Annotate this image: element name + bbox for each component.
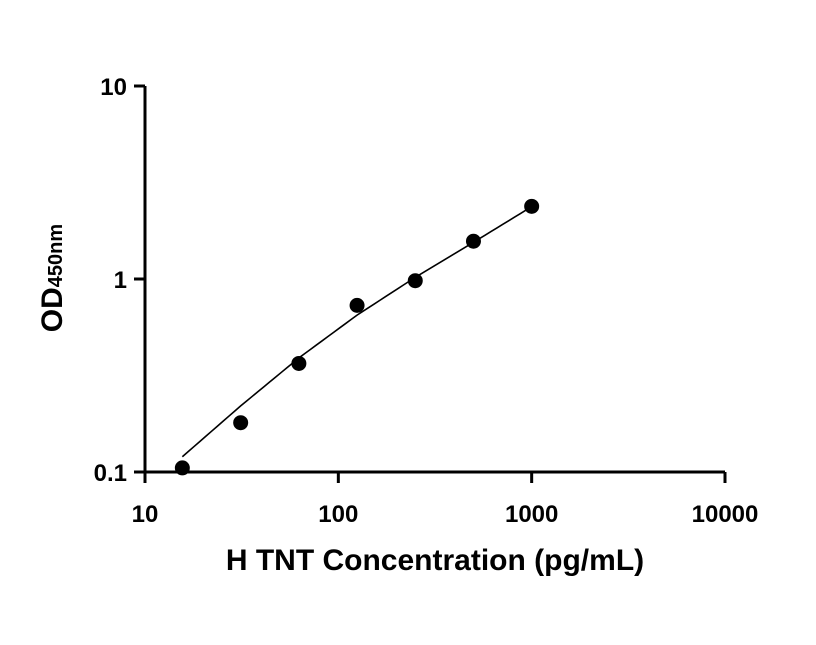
data-point xyxy=(233,415,249,431)
data-point xyxy=(291,355,307,371)
x-tick-label: 1000 xyxy=(505,501,558,528)
data-points-layer xyxy=(174,198,540,476)
axes xyxy=(143,86,725,474)
data-point xyxy=(524,198,540,214)
data-point xyxy=(465,233,481,249)
x-axis-title: H TNT Concentration (pg/mL) xyxy=(226,544,644,577)
y-tick-label: 0.1 xyxy=(94,460,127,487)
data-point xyxy=(174,460,190,476)
data-point xyxy=(349,297,365,313)
y-tick-label: 10 xyxy=(100,74,127,101)
ticks: 10 100 1000 10000 0.1 1 10 xyxy=(94,74,759,528)
y-axis-title-main: OD xyxy=(36,287,69,332)
y-tick-label: 1 xyxy=(114,267,127,294)
y-axis-title: OD450nm xyxy=(36,224,69,332)
data-point xyxy=(407,273,423,289)
x-tick-label: 10 xyxy=(132,501,159,528)
y-axis-title-sub: 450nm xyxy=(45,224,67,287)
x-tick-label: 10000 xyxy=(692,501,759,528)
x-tick-label: 100 xyxy=(318,501,358,528)
